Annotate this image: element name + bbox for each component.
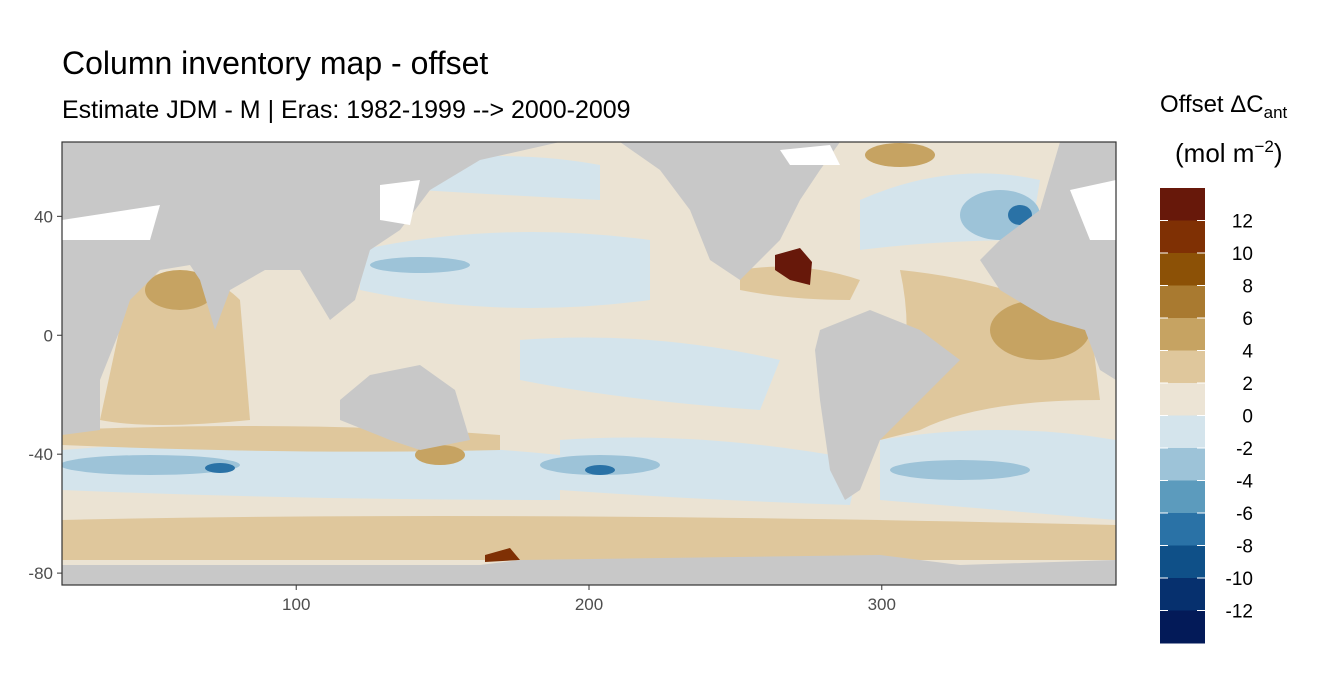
legend-label: -10 [1226, 569, 1253, 590]
legend-label: -12 [1226, 602, 1253, 623]
legend-swatch [1160, 350, 1205, 384]
legend-swatch [1160, 253, 1205, 286]
legend-swatch [1160, 415, 1205, 449]
legend-swatch [1160, 480, 1205, 514]
legend-swatch [1160, 220, 1205, 254]
legend-swatch [1160, 513, 1205, 546]
legend-swatch [1160, 188, 1205, 221]
legend-title-text: Offset ΔC [1160, 91, 1264, 118]
legend-label: 4 [1242, 342, 1253, 363]
legend-label: 0 [1242, 407, 1253, 428]
x-tick-label: 100 [282, 595, 310, 614]
legend-label: -6 [1236, 504, 1253, 525]
legend-unit-sup: −2 [1254, 137, 1273, 156]
legend-swatch [1160, 578, 1205, 611]
legend-unit-text: (mol m [1175, 138, 1254, 168]
legend-swatch [1160, 545, 1205, 579]
chart-title: Column inventory map - offset [62, 45, 488, 81]
legend-title-sub: ant [1264, 103, 1288, 122]
legend-label: 2 [1242, 374, 1253, 395]
legend-label: 10 [1232, 244, 1253, 265]
x-tick-label: 300 [868, 595, 896, 614]
y-tick-label: -80 [28, 564, 53, 583]
legend-swatch [1160, 318, 1205, 351]
legend-label: 6 [1242, 309, 1253, 330]
hotspot [775, 248, 812, 285]
legend-swatch [1160, 448, 1205, 481]
legend-swatch [1160, 285, 1205, 319]
high-positive [145, 143, 1090, 465]
legend-unit: (mol m−2) [1175, 137, 1283, 168]
legend-unit-end: ) [1274, 138, 1283, 168]
legend-label: 8 [1242, 277, 1253, 298]
legend-label: -8 [1236, 537, 1253, 558]
legend-title: Offset ΔCant [1160, 91, 1288, 122]
x-tick-label: 200 [575, 595, 603, 614]
y-tick-label: 0 [44, 326, 53, 345]
y-tick-label: -40 [28, 445, 53, 464]
legend-label: -2 [1236, 439, 1253, 460]
no-data [62, 145, 1116, 240]
legend-label: -4 [1236, 472, 1253, 493]
y-tick-label: 40 [34, 207, 53, 226]
legend-swatch [1160, 383, 1205, 416]
map [62, 142, 1116, 585]
legend-label: 12 [1232, 212, 1253, 233]
chart-subtitle: Estimate JDM - M | Eras: 1982-1999 --> 2… [62, 96, 631, 124]
hotspot [485, 548, 520, 562]
strong-negative [62, 190, 1040, 480]
deep-negative [205, 205, 1032, 475]
legend-swatch [1160, 610, 1205, 644]
